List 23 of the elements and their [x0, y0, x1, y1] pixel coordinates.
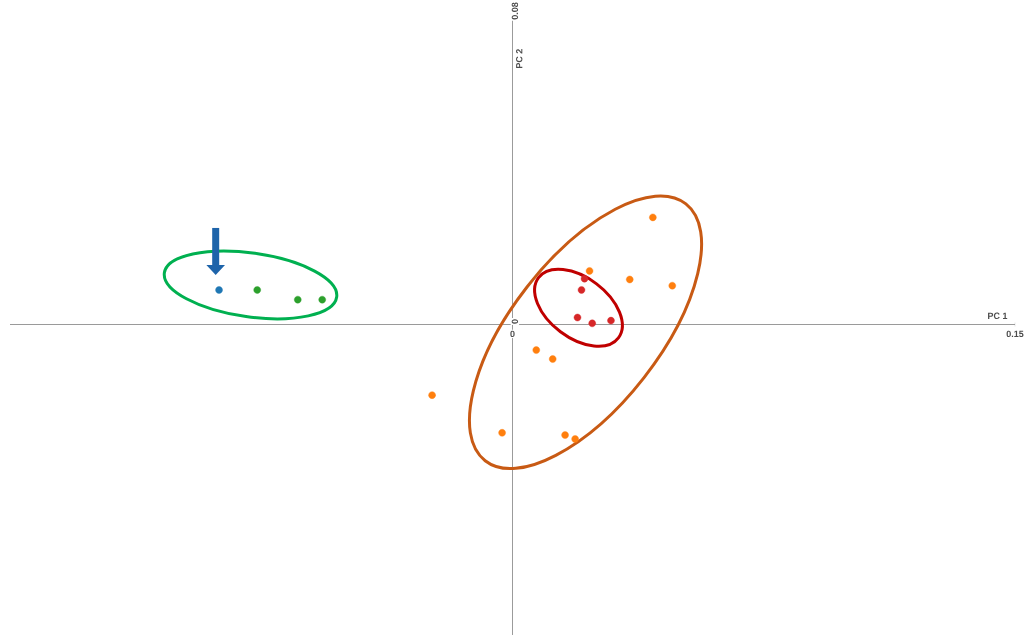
point: [607, 316, 615, 325]
point: [580, 275, 589, 283]
y-tick-label: 0.08: [511, 2, 519, 20]
point: [215, 286, 223, 294]
point: [253, 286, 261, 294]
point: [571, 435, 579, 443]
y-axis-title: PC 2: [516, 49, 523, 69]
point: [532, 346, 540, 354]
point: [548, 355, 557, 363]
point: [577, 286, 586, 294]
point: [668, 281, 676, 290]
point: [498, 429, 506, 437]
x-axis-title: PC 1: [988, 312, 1008, 319]
point: [318, 295, 326, 304]
point: [588, 319, 596, 328]
point: [649, 213, 657, 222]
point: [294, 295, 302, 304]
point: [561, 431, 569, 439]
point: [428, 391, 436, 399]
point: [585, 267, 594, 275]
point: [626, 275, 634, 284]
point: [573, 313, 582, 322]
x-tick-label: 0.15: [1006, 330, 1024, 338]
